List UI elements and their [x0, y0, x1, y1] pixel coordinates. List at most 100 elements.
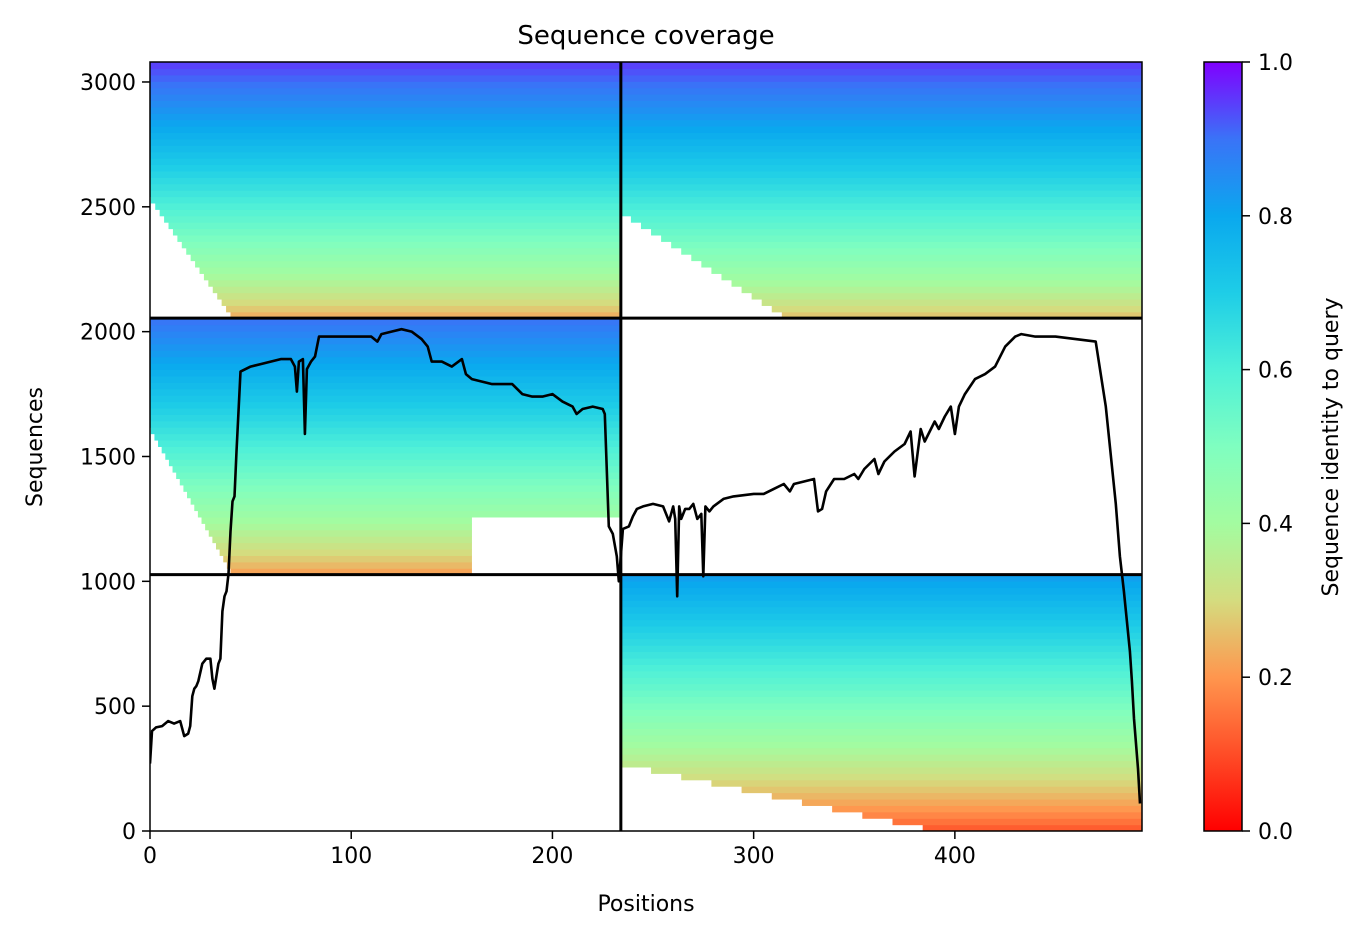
heatmap-band — [150, 196, 621, 204]
x-axis-ticks: 0 100 200 300 400 — [143, 831, 976, 869]
y-tick-label: 500 — [94, 695, 136, 720]
heatmap-band — [620, 126, 1142, 134]
heatmap-band — [620, 74, 1142, 82]
y-axis-label: Sequences — [23, 387, 48, 507]
heatmap-band — [620, 106, 1142, 114]
y-tick-label: 2500 — [80, 196, 136, 221]
heatmap-band — [620, 747, 1142, 755]
heatmap-band — [181, 241, 621, 249]
heatmap-band — [201, 516, 472, 524]
heatmap-band — [208, 279, 621, 287]
heatmap-band — [620, 689, 1142, 697]
heatmap-band — [620, 683, 1142, 691]
heatmap-band — [164, 215, 621, 223]
heatmap-band — [150, 337, 621, 345]
heatmap-band — [197, 510, 621, 518]
heatmap-band — [150, 81, 621, 89]
colorbar-ticks: 0.0 0.2 0.4 0.6 0.8 1.0 — [1242, 51, 1293, 845]
heatmap-band — [194, 504, 621, 512]
x-tick-label: 100 — [330, 844, 372, 869]
heatmap-band — [150, 183, 621, 191]
heatmap-band — [620, 164, 1142, 172]
heatmap-band — [832, 805, 1142, 813]
colorbar — [1203, 61, 1243, 832]
heatmap-band — [150, 190, 621, 198]
colorbar-tick-label: 0.0 — [1258, 820, 1293, 845]
colorbar-tick-label: 0.2 — [1258, 666, 1293, 691]
heatmap-band — [150, 106, 621, 114]
heatmap-band — [150, 158, 621, 166]
heatmap-band — [620, 574, 1142, 582]
heatmap-band — [620, 145, 1142, 153]
heatmap-band — [620, 619, 1142, 627]
heatmap-band — [651, 228, 1142, 236]
heatmap-band — [620, 734, 1142, 742]
heatmap-band — [150, 356, 621, 364]
colorbar-tick-label: 0.4 — [1258, 512, 1293, 537]
heatmap-band — [620, 170, 1142, 178]
heatmap-band — [620, 600, 1142, 608]
heatmap-band — [620, 645, 1142, 653]
heatmap-band — [150, 350, 621, 358]
heatmap-band — [168, 459, 621, 467]
heatmap-band — [620, 113, 1142, 121]
heatmap-band — [159, 209, 621, 217]
heatmap-band — [150, 170, 621, 178]
plot-frame — [149, 61, 1143, 832]
heatmap-band — [620, 696, 1142, 704]
coverage-line — [150, 327, 1142, 804]
heatmap-band — [801, 798, 1142, 806]
heatmap-band — [168, 222, 621, 230]
heatmap-band — [781, 311, 1142, 319]
heatmap-band — [620, 68, 1142, 76]
heatmap-band — [620, 657, 1142, 665]
heatmap-band — [150, 363, 621, 371]
heatmap-band — [661, 234, 1142, 242]
heatmap-band — [212, 286, 621, 294]
heatmap-band — [150, 119, 621, 127]
heatmap-band — [761, 298, 1142, 306]
heatmap-band — [701, 260, 1142, 268]
heatmap-band — [620, 183, 1142, 191]
heatmap-band — [150, 343, 621, 351]
heatmap-band — [155, 202, 621, 210]
heatmap-band — [741, 286, 1142, 294]
heatmap-band — [620, 580, 1142, 589]
heatmap-band — [150, 420, 621, 428]
heatmap-band — [203, 273, 621, 281]
heatmap-band — [172, 228, 621, 236]
heatmap-band — [620, 94, 1142, 102]
heatmap-band — [177, 234, 621, 242]
heatmap-band — [150, 87, 621, 95]
heatmap-band — [150, 151, 621, 159]
heatmap-band — [150, 414, 621, 422]
x-axis-label: Positions — [597, 892, 694, 917]
coverage-line-layer — [150, 327, 1142, 804]
heatmap-band — [190, 497, 621, 505]
heatmap-band — [150, 388, 621, 396]
heatmap-block-middle-left — [150, 318, 621, 576]
heatmap-band — [150, 94, 621, 102]
heatmap-band — [217, 292, 621, 300]
heatmap-band — [150, 132, 621, 140]
heatmap-band — [150, 407, 621, 415]
heatmap-band — [620, 202, 1142, 210]
heatmap-band — [620, 677, 1142, 685]
chart-title: Sequence coverage — [517, 21, 774, 51]
heatmap-band — [620, 722, 1142, 730]
heatmap-band — [186, 247, 621, 255]
heatmap-band — [620, 132, 1142, 140]
heatmap-band — [620, 702, 1142, 710]
heatmap-band — [620, 138, 1142, 146]
heatmap-band — [150, 62, 621, 70]
heatmap-band — [150, 126, 621, 134]
heatmap-band — [620, 158, 1142, 166]
heatmap-band — [221, 298, 621, 306]
heatmap-band — [892, 818, 1142, 826]
heatmap-band — [620, 741, 1142, 749]
heatmap-band — [771, 792, 1142, 800]
heatmap-band — [230, 568, 472, 576]
heatmap-band — [183, 484, 621, 492]
heatmap-band — [150, 74, 621, 82]
